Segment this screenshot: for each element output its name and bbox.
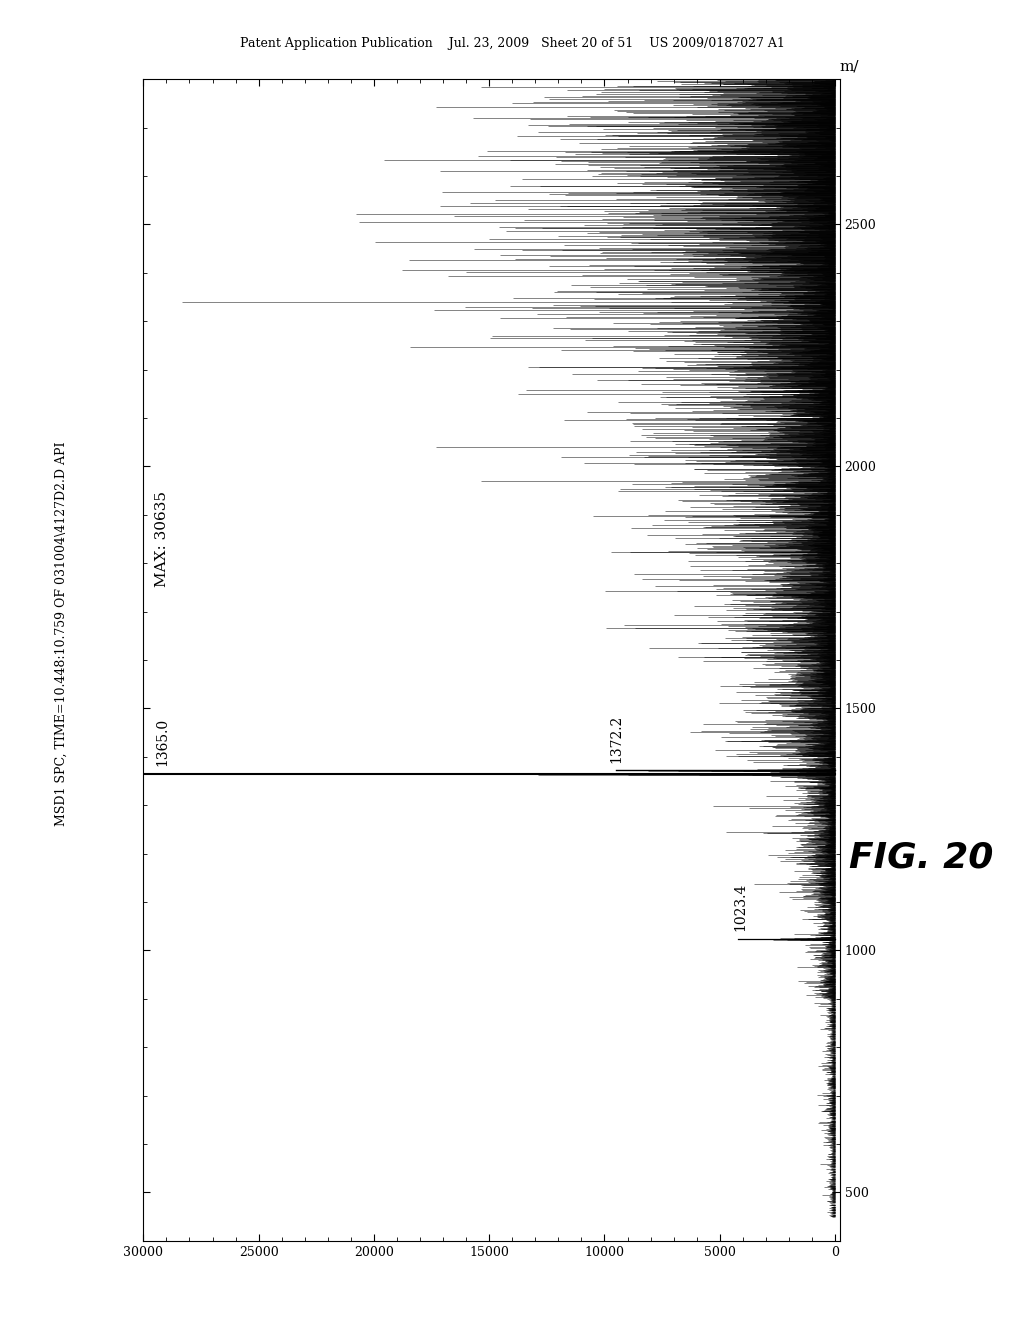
Text: MSD1 SPC, TIME=10.448:10.759 OF 031004\4127D2.D API: MSD1 SPC, TIME=10.448:10.759 OF 031004\4… <box>55 441 68 826</box>
Text: 1365.0: 1365.0 <box>155 718 169 767</box>
Text: Patent Application Publication    Jul. 23, 2009   Sheet 20 of 51    US 2009/0187: Patent Application Publication Jul. 23, … <box>240 37 784 50</box>
Text: FIG. 20: FIG. 20 <box>850 841 993 875</box>
Text: 1023.4: 1023.4 <box>733 883 748 931</box>
Text: MAX: 30635: MAX: 30635 <box>155 491 169 587</box>
Text: m/: m/ <box>840 59 859 74</box>
Text: 1372.2: 1372.2 <box>609 714 624 763</box>
